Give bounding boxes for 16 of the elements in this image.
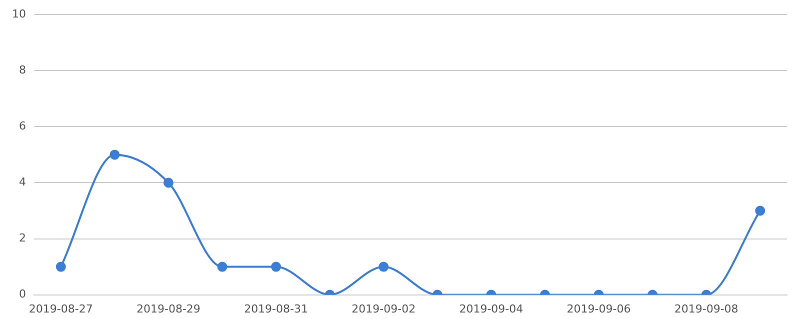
y-tick-label: 2	[18, 232, 26, 245]
y-tick-label: 10	[12, 7, 26, 20]
x-tick-label: 2019-09-02	[352, 302, 416, 316]
x-tick-label: 2019-09-06	[566, 302, 631, 316]
y-tick-label: 6	[18, 120, 26, 133]
x-tick-label: 2019-08-31	[244, 302, 308, 316]
y-tick-label: 0	[18, 288, 26, 301]
x-tick-label: 2019-09-04	[459, 302, 524, 316]
point	[163, 178, 174, 188]
x-tick-label: 2019-08-29	[136, 302, 200, 316]
y-tick-label: 8	[18, 64, 26, 76]
point	[755, 206, 766, 216]
x-tick-label: 2019-09-08	[674, 302, 738, 316]
y-tick-label: 4	[18, 176, 26, 189]
x-tick-label: 2019-08-27	[28, 302, 93, 316]
point	[110, 150, 120, 160]
